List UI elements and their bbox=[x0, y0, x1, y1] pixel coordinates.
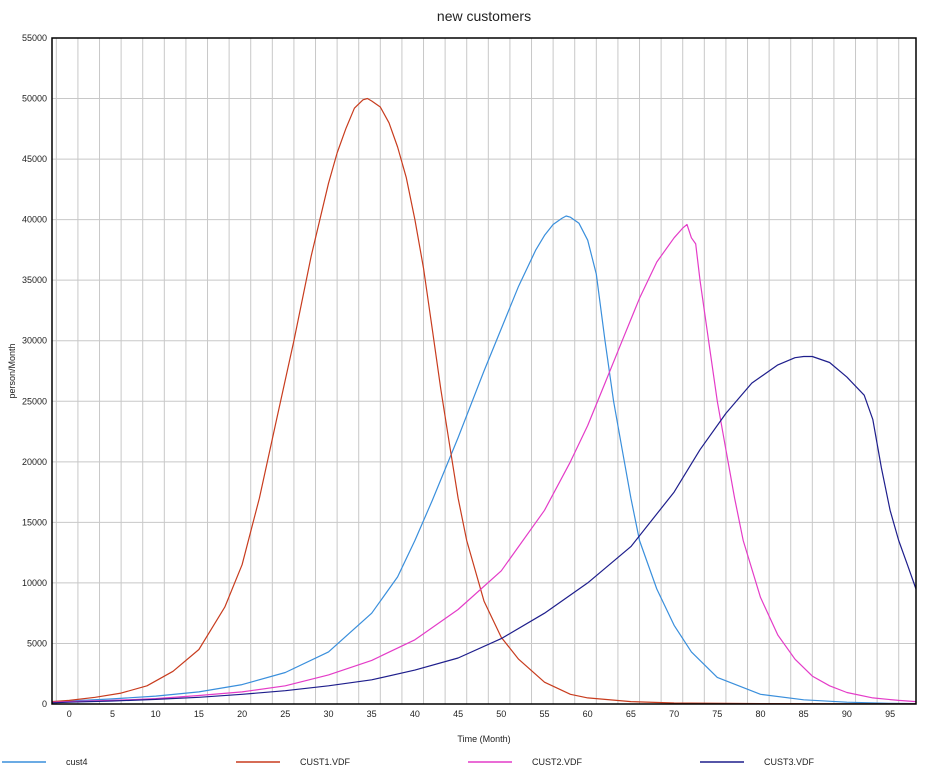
x-tick-label: 10 bbox=[151, 709, 161, 719]
x-tick-label: 50 bbox=[496, 709, 506, 719]
x-tick-label: 85 bbox=[799, 709, 809, 719]
x-tick-label: 90 bbox=[842, 709, 852, 719]
legend-label: CUST1.VDF bbox=[300, 757, 351, 767]
y-tick-label: 45000 bbox=[22, 154, 47, 164]
legend-label: cust4 bbox=[66, 757, 88, 767]
x-axis-label: Time (Month) bbox=[457, 734, 510, 744]
legend-label: CUST3.VDF bbox=[764, 757, 815, 767]
chart-title: new customers bbox=[437, 8, 531, 24]
x-tick-label: 65 bbox=[626, 709, 636, 719]
x-tick-labels: 0 5 10 15 20 25 30 35 40 45 50 55 60 65 70 75 80 85 90 95 bbox=[67, 709, 895, 719]
series-line-cust2-vdf bbox=[51, 223, 917, 703]
x-tick-label: 30 bbox=[323, 709, 333, 719]
x-tick-label: 80 bbox=[755, 709, 765, 719]
x-tick-label: 40 bbox=[410, 709, 420, 719]
plot-frame bbox=[51, 37, 917, 705]
x-tick-label: 70 bbox=[669, 709, 679, 719]
series-line-cust4 bbox=[51, 215, 917, 705]
grid bbox=[52, 37, 916, 705]
y-tick-label: 15000 bbox=[22, 517, 47, 527]
y-tick-label: 40000 bbox=[22, 215, 47, 225]
series-line-cust1-vdf bbox=[51, 97, 917, 705]
x-tick-label: 5 bbox=[110, 709, 115, 719]
legend-label: CUST2.VDF bbox=[532, 757, 583, 767]
series-line-cust3-vdf bbox=[51, 355, 917, 704]
y-tick-label: 50000 bbox=[22, 94, 47, 104]
x-tick-label: 0 bbox=[67, 709, 72, 719]
y-tick-label: 10000 bbox=[22, 578, 47, 588]
series-lines bbox=[51, 97, 917, 705]
y-tick-label: 0 bbox=[42, 699, 47, 709]
y-tick-labels: 0 5000 10000 15000 20000 25000 30000 35000 40000… bbox=[22, 33, 47, 709]
y-tick-label: 30000 bbox=[22, 336, 47, 346]
x-tick-label: 35 bbox=[367, 709, 377, 719]
y-tick-label: 35000 bbox=[22, 275, 47, 285]
x-tick-label: 25 bbox=[280, 709, 290, 719]
y-tick-label: 5000 bbox=[27, 638, 47, 648]
x-tick-label: 75 bbox=[712, 709, 722, 719]
y-axis-label: person/Month bbox=[7, 343, 17, 398]
x-tick-label: 20 bbox=[237, 709, 247, 719]
y-tick-label: 55000 bbox=[22, 33, 47, 43]
x-tick-label: 45 bbox=[453, 709, 463, 719]
x-tick-label: 55 bbox=[539, 709, 549, 719]
legend: cust4 CUST1.VDF CUST2.VDF CUST3.VDF bbox=[2, 757, 815, 767]
x-tick-label: 60 bbox=[583, 709, 593, 719]
y-tick-label: 25000 bbox=[22, 396, 47, 406]
x-tick-label: 95 bbox=[885, 709, 895, 719]
x-tick-label: 15 bbox=[194, 709, 204, 719]
y-tick-label: 20000 bbox=[22, 457, 47, 467]
